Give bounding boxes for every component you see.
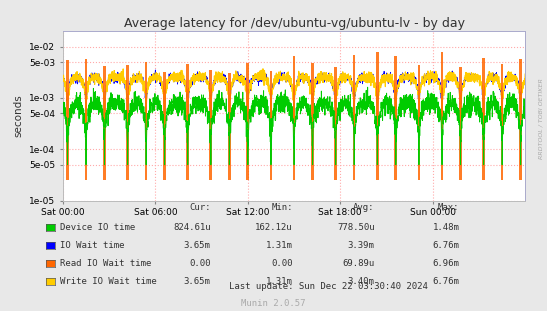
Text: Last update: Sun Dec 22 03:30:40 2024: Last update: Sun Dec 22 03:30:40 2024 [229, 282, 428, 291]
Text: 6.76m: 6.76m [433, 241, 459, 250]
Text: 778.50u: 778.50u [337, 223, 375, 232]
Text: 0.00: 0.00 [271, 259, 293, 268]
Text: 6.76m: 6.76m [433, 277, 459, 286]
Text: Write IO Wait time: Write IO Wait time [60, 277, 157, 286]
Text: 162.12u: 162.12u [255, 223, 293, 232]
Text: Cur:: Cur: [189, 203, 211, 212]
Text: 6.96m: 6.96m [433, 259, 459, 268]
Text: Device IO time: Device IO time [60, 223, 136, 232]
Y-axis label: seconds: seconds [14, 95, 24, 137]
Text: 0.00: 0.00 [189, 259, 211, 268]
Text: 1.48m: 1.48m [433, 223, 459, 232]
Text: Read IO Wait time: Read IO Wait time [60, 259, 152, 268]
Text: Munin 2.0.57: Munin 2.0.57 [241, 299, 306, 308]
Text: 3.65m: 3.65m [184, 241, 211, 250]
Title: Average latency for /dev/ubuntu-vg/ubuntu-lv - by day: Average latency for /dev/ubuntu-vg/ubunt… [124, 17, 464, 30]
Text: 3.39m: 3.39m [348, 241, 375, 250]
Text: 1.31m: 1.31m [266, 241, 293, 250]
Text: 3.40m: 3.40m [348, 277, 375, 286]
Text: Min:: Min: [271, 203, 293, 212]
Text: Avg:: Avg: [353, 203, 375, 212]
Text: RRDTOOL / TOBI OETIKER: RRDTOOL / TOBI OETIKER [538, 78, 543, 159]
Text: Max:: Max: [438, 203, 459, 212]
Text: 1.31m: 1.31m [266, 277, 293, 286]
Text: 824.61u: 824.61u [173, 223, 211, 232]
Text: 69.89u: 69.89u [342, 259, 375, 268]
Text: IO Wait time: IO Wait time [60, 241, 125, 250]
Text: 3.65m: 3.65m [184, 277, 211, 286]
